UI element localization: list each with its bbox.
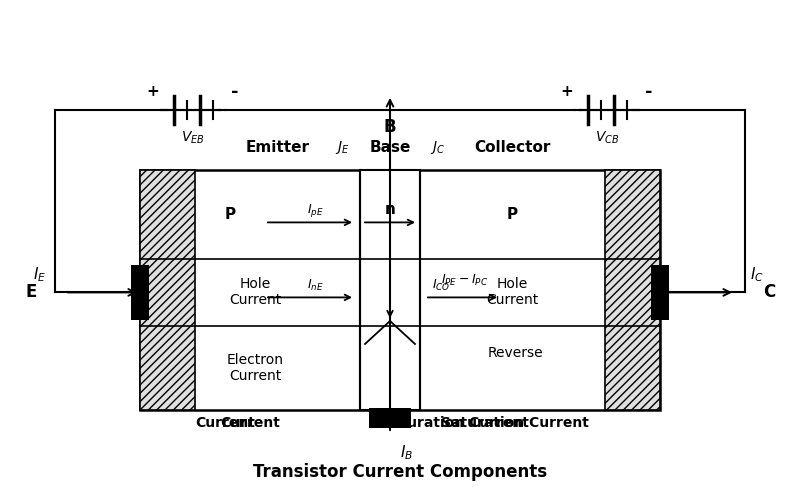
Text: $V_{EB}$: $V_{EB}$ [181,130,205,146]
Text: B: B [384,118,396,136]
Text: $I_{pE}$: $I_{pE}$ [306,202,323,219]
Text: E: E [26,284,37,302]
Text: Transistor Current Components: Transistor Current Components [253,463,547,481]
Text: $I_{PE} - I_{PC}$: $I_{PE} - I_{PC}$ [442,273,489,288]
Text: Current: Current [486,294,538,308]
Text: Base: Base [370,140,410,156]
Text: Reverse: Reverse [487,346,543,360]
Text: -: - [231,83,238,101]
Bar [140,170,660,410]
Text: Electron: Electron [226,353,283,367]
Text: Collector: Collector [474,140,550,156]
Text: Current: Current [195,416,255,430]
Text: $I_C$: $I_C$ [750,265,764,284]
Bar [360,170,420,410]
Text: n: n [385,202,395,217]
Text: $J_C$: $J_C$ [430,140,445,156]
Text: P: P [225,207,235,222]
Text: +: + [561,84,574,100]
Text: $J_E$: $J_E$ [335,140,350,156]
Text: Current: Current [220,416,280,430]
Text: $I_E$: $I_E$ [34,265,46,284]
Text: Saturation Current: Saturation Current [441,416,589,430]
Text: $I_{nE}$: $I_{nE}$ [306,278,323,293]
Bar [651,265,669,320]
Text: Saturation Current: Saturation Current [381,416,529,430]
Text: Hole: Hole [239,278,270,291]
Text: Current: Current [229,294,281,308]
Text: Current: Current [229,369,281,383]
Bar [131,265,149,320]
Text: $I_B$: $I_B$ [400,444,413,462]
Text: Emitter: Emitter [246,140,310,156]
Text: +: + [146,84,159,100]
Text: $V_{CB}$: $V_{CB}$ [595,130,619,146]
Text: C: C [763,284,775,302]
Text: -: - [646,83,653,101]
Text: P: P [507,207,518,222]
Text: $I_{CO}$: $I_{CO}$ [432,278,450,293]
Bar [605,170,660,410]
Text: Hole: Hole [497,278,528,291]
Bar [140,170,195,410]
Bar [369,408,411,428]
